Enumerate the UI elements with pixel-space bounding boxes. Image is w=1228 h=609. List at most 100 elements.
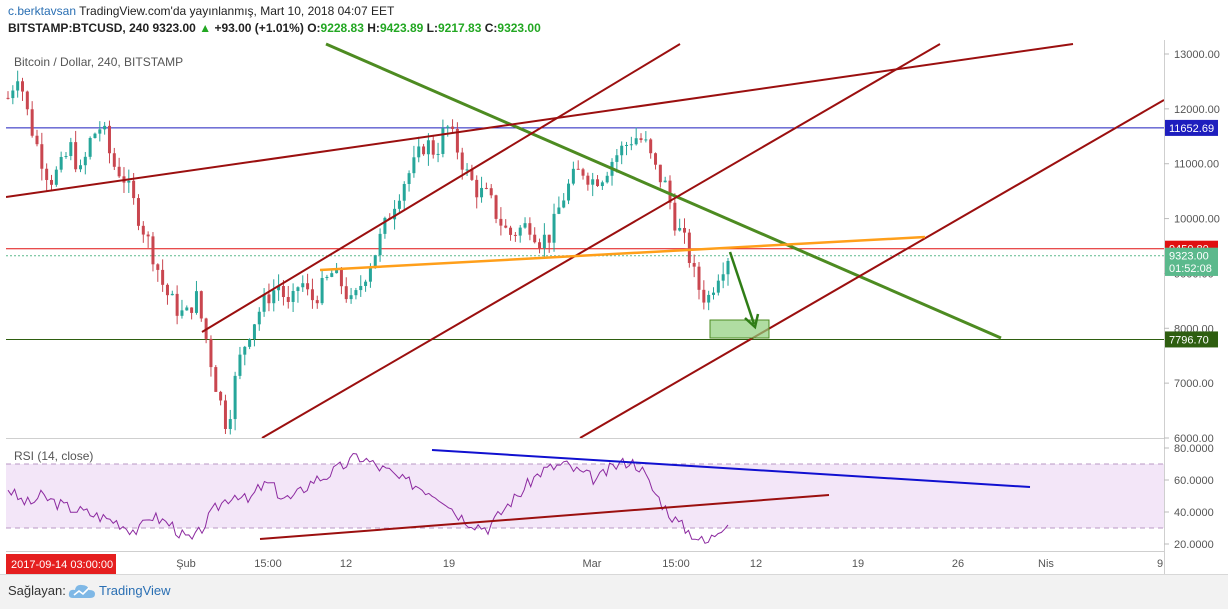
candle-body [393, 208, 397, 220]
candle-body [74, 142, 78, 170]
candle-body [480, 187, 484, 198]
main-pane-title: Bitcoin / Dollar, 240, BITSTAMP [14, 55, 183, 69]
candle-body [716, 280, 720, 293]
candle-body [344, 286, 348, 300]
candle-body [257, 311, 261, 325]
candle-body [402, 183, 406, 201]
candle-body [132, 180, 136, 199]
candle-body [702, 289, 706, 303]
candle-body [93, 133, 97, 138]
candle-body [315, 300, 319, 304]
candle-body [233, 375, 237, 420]
candle-body [88, 137, 92, 157]
candle-body [649, 139, 653, 154]
candle-body [49, 179, 53, 185]
candle-body [20, 81, 24, 92]
time-tick-label: 19 [852, 558, 864, 570]
low-label: L: [426, 21, 438, 35]
red-channel-line-2 [261, 43, 941, 438]
candle-body [267, 294, 271, 304]
rsi-pane-title: RSI (14, close) [14, 449, 93, 463]
candle-body [596, 179, 600, 187]
candle-body [489, 188, 493, 196]
candle-body [151, 236, 155, 265]
tradingview-cloud-icon[interactable] [68, 582, 96, 600]
rsi-tick-label: 40.0000 [1174, 507, 1214, 519]
candle-body [446, 126, 450, 129]
price-axis[interactable]: 13000.0012000.0011000.0010000.009000.008… [1164, 40, 1220, 574]
candle-body [470, 169, 474, 180]
candle-body [165, 284, 169, 296]
candle-body [417, 146, 421, 158]
candle-body [252, 324, 256, 340]
time-tick-label: 19 [443, 558, 455, 570]
candle-body [484, 187, 488, 189]
candlestick-series [6, 70, 730, 435]
price-tag [1165, 119, 1218, 136]
candle-body [644, 139, 648, 141]
candle-body [359, 285, 363, 291]
candle-body [591, 179, 595, 185]
candle-body [11, 90, 15, 99]
time-tick-label: 12 [750, 558, 762, 570]
rsi-tick-label: 20.0000 [1174, 539, 1214, 551]
rsi-band [6, 464, 1164, 528]
green-downtrend-line [325, 42, 1002, 340]
cursor-date-text: 2017-09-14 03:00:00 [11, 559, 113, 571]
candle-body [509, 227, 513, 235]
publish-line: c.berktavsan TradingView.com'da yayınlan… [8, 4, 394, 18]
chart-canvas[interactable]: Bitcoin / Dollar, 240, BITSTAMP RSI (14,… [0, 40, 1228, 574]
rsi-line [7, 452, 729, 544]
candle-body [378, 233, 382, 256]
candle-body [214, 367, 218, 392]
time-axis[interactable]: Şub 15:00 12 19 Mar 15:00 12 19 26 Nis 9 2017-09-1… [6, 551, 1164, 575]
rsi-pane[interactable]: RSI (14, close) [6, 449, 1164, 544]
rsi-blue-trend-line [431, 449, 1031, 488]
candle-body [136, 198, 140, 226]
footer-bar: Sağlayan: TradingView [0, 574, 1228, 609]
price-pane[interactable]: Bitcoin / Dollar, 240, BITSTAMP [6, 42, 1164, 438]
candle-body [634, 138, 638, 145]
symbol-line: BITSTAMP:BTCUSD, 240 9323.00 ▲ +93.00 (+… [8, 21, 541, 35]
time-tick-label: Nis [1038, 558, 1054, 570]
candle-body [219, 391, 223, 401]
candle-body [605, 175, 609, 183]
candle-body [296, 287, 300, 292]
candle-body [504, 225, 508, 228]
author-link[interactable]: c.berktavsan [8, 4, 77, 18]
high-label: H: [367, 21, 380, 35]
candle-body [156, 264, 160, 270]
candle-body [494, 195, 498, 219]
arrow-head-icon [744, 313, 760, 330]
candle-body [518, 227, 522, 236]
red-channel-line-3 [579, 99, 1164, 438]
candle-body [455, 128, 459, 153]
candle-body [373, 255, 377, 269]
candle-body [422, 146, 426, 155]
price-tag [1165, 259, 1218, 276]
published-text: TradingView.com'da yayınlanmış, Mart 10,… [79, 4, 395, 18]
candle-body [567, 183, 571, 201]
candle-body [542, 234, 546, 249]
candle-body [286, 297, 290, 302]
candle-body [383, 217, 387, 234]
candle-body [112, 153, 116, 167]
projection-arrow [728, 251, 756, 325]
candle-body [25, 91, 29, 110]
time-tick-label: 12 [340, 558, 352, 570]
candle-body [552, 213, 556, 243]
candle-body [103, 125, 107, 130]
candle-body [586, 175, 590, 185]
candle-body [194, 291, 198, 313]
candle-body [330, 273, 334, 277]
tradingview-link[interactable]: TradingView [99, 583, 171, 598]
candle-body [272, 290, 276, 304]
close-label: C: [484, 21, 498, 35]
candle-body [538, 242, 542, 249]
price-change: +93.00 (+1.01%) [214, 21, 304, 35]
candle-body [663, 180, 667, 183]
candle-body [228, 419, 232, 429]
candle-body [59, 157, 63, 170]
candle-body [301, 283, 305, 288]
candle-body [248, 339, 252, 347]
